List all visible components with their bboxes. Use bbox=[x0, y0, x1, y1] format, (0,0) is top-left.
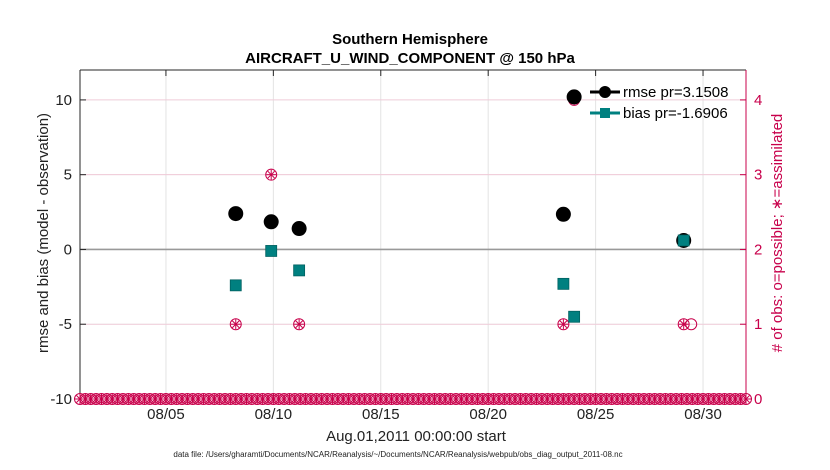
bias-point bbox=[557, 277, 570, 290]
y-tick-label: 10 bbox=[55, 92, 72, 109]
rmse-point bbox=[263, 214, 279, 230]
chart-title: Southern Hemisphere bbox=[332, 31, 488, 48]
assimilated-obs-zero-marker bbox=[741, 394, 751, 404]
assimilated-obs-marker bbox=[558, 319, 569, 330]
footnote: data file: /Users/gharamti/Documents/NCA… bbox=[173, 450, 622, 459]
x-axis-label: Aug.01,2011 00:00:00 start bbox=[326, 428, 507, 445]
bias-point bbox=[677, 234, 690, 247]
assimilated-obs-marker bbox=[294, 319, 305, 330]
legend-rmse-label: rmse pr=3.1508 bbox=[623, 84, 728, 101]
x-tick-label: 08/30 bbox=[684, 406, 722, 423]
possible-obs-marker bbox=[265, 168, 278, 181]
legend-rmse-marker bbox=[599, 86, 611, 98]
assimilated-stroke bbox=[231, 320, 240, 329]
bias-point bbox=[568, 310, 581, 323]
bias-point bbox=[265, 245, 278, 257]
possible-obs-marker bbox=[677, 318, 690, 331]
assimilated-stroke bbox=[295, 320, 303, 329]
assimilated-stroke bbox=[679, 320, 688, 329]
y-tick-label: -5 bbox=[59, 316, 72, 333]
chart-subtitle: AIRCRAFT_U_WIND_COMPONENT @ 150 hPa bbox=[245, 50, 575, 67]
x-tick-label: 08/20 bbox=[469, 406, 507, 423]
assimilated-stroke bbox=[267, 170, 276, 179]
y-tick-label: 0 bbox=[64, 241, 72, 258]
tick-labels: 08/05 08/10 08/15 08/20 08/25 08/30 -10 -5 0 5 10 0… bbox=[50, 92, 762, 423]
y-axis-label: rmse and bias (model - observation) bbox=[35, 113, 52, 353]
y-axis-right-label: # of obs: o=possible; ∗=assimilated bbox=[769, 114, 786, 353]
x-tick-label: 08/25 bbox=[577, 406, 615, 423]
legend-bias-label: bias pr=-1.6906 bbox=[623, 105, 728, 122]
bias-point bbox=[229, 279, 242, 292]
rmse-point bbox=[291, 221, 307, 237]
assimilated-obs-marker bbox=[266, 169, 277, 180]
legend: rmse pr=3.1508 bias pr=-1.6906 bbox=[590, 84, 728, 122]
rmse-point bbox=[566, 89, 582, 105]
y-right-tick-label: 3 bbox=[754, 167, 762, 184]
possible-obs-marker bbox=[229, 318, 242, 331]
y-right-tick-label: 4 bbox=[754, 92, 762, 109]
possible-obs-marker bbox=[557, 318, 570, 331]
obs-count-markers bbox=[74, 93, 752, 405]
x-tick-label: 08/05 bbox=[147, 406, 185, 423]
assimilated-obs-marker bbox=[678, 319, 689, 330]
assimilated-obs-marker bbox=[230, 319, 241, 330]
y-tick-label: 5 bbox=[64, 167, 72, 184]
possible-obs-zero-marker bbox=[740, 393, 752, 405]
y-right-tick-label: 0 bbox=[754, 391, 762, 408]
data-series bbox=[228, 89, 692, 323]
legend-bias-marker bbox=[600, 108, 610, 118]
possible-obs-marker bbox=[293, 318, 306, 331]
assimilated-stroke bbox=[559, 320, 568, 329]
rmse-point bbox=[228, 206, 244, 222]
x-tick-label: 08/10 bbox=[255, 406, 293, 423]
y-right-tick-label: 2 bbox=[754, 241, 762, 258]
assimilated-stroke bbox=[742, 395, 750, 403]
y-right-tick-label: 1 bbox=[754, 316, 762, 333]
rmse-point bbox=[555, 206, 571, 222]
bias-point bbox=[293, 264, 306, 277]
x-tick-label: 08/15 bbox=[362, 406, 400, 423]
y-tick-label: -10 bbox=[50, 391, 72, 408]
